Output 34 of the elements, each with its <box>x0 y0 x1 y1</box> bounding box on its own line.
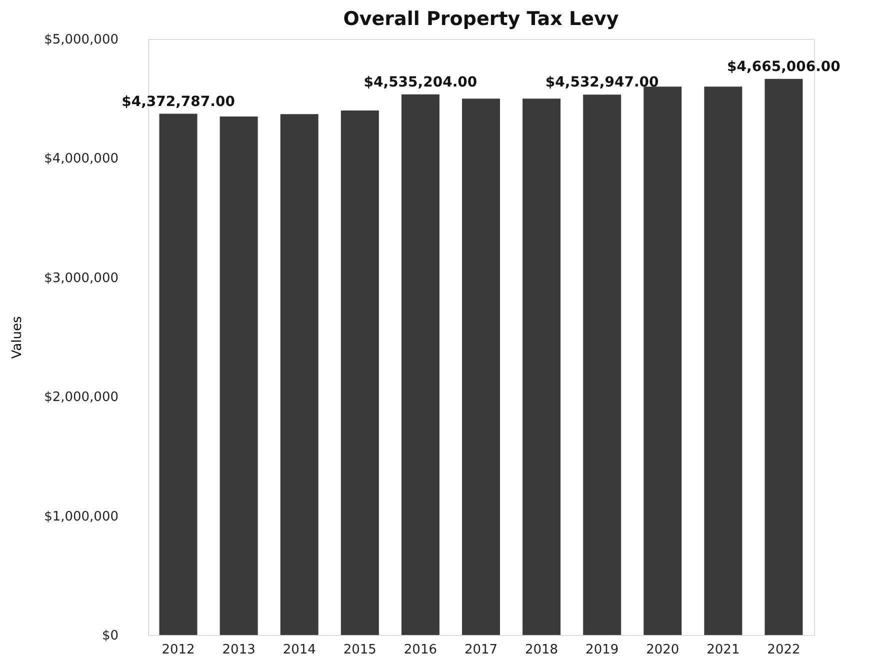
y-axis-title: Values <box>10 316 26 359</box>
bar <box>764 78 803 635</box>
bar <box>401 94 440 635</box>
x-tick-label: 2016 <box>404 642 437 658</box>
x-tick-label: 2014 <box>282 642 316 658</box>
data-label: $4,532,947.00 <box>545 74 660 91</box>
bar <box>220 116 258 635</box>
y-tick-label: $2,000,000 <box>44 390 118 406</box>
y-tick-label: $1,000,000 <box>44 509 118 524</box>
data-label: $4,535,204.00 <box>364 74 478 90</box>
y-tick-label: $3,000,000 <box>44 270 118 286</box>
x-tick-label: 2019 <box>586 642 619 658</box>
bar <box>583 94 622 635</box>
y-tick-label: $5,000,000 <box>44 32 118 48</box>
bar <box>159 114 198 635</box>
x-tick-label: 2013 <box>222 642 256 658</box>
bar <box>644 86 682 635</box>
x-tick-label: 2012 <box>162 642 195 658</box>
x-tick-label: 2018 <box>525 642 558 658</box>
y-tick-label: $4,000,000 <box>44 152 118 167</box>
x-tick-label: 2015 <box>343 642 376 658</box>
bar <box>462 98 500 635</box>
x-tick-label: 2017 <box>464 642 498 658</box>
x-tick-label: 2020 <box>646 642 680 658</box>
bar <box>340 110 379 635</box>
chart-title: Overall Property Tax Levy <box>343 8 620 30</box>
bar <box>704 86 742 635</box>
data-label: $4,372,787.00 <box>122 94 236 110</box>
bar <box>522 98 561 635</box>
bar <box>280 114 318 635</box>
y-tick-label: $0 <box>102 628 118 644</box>
x-tick-label: 2021 <box>706 642 740 658</box>
data-label: $4,665,006.00 <box>727 58 841 75</box>
x-tick-label: 2022 <box>767 642 800 658</box>
